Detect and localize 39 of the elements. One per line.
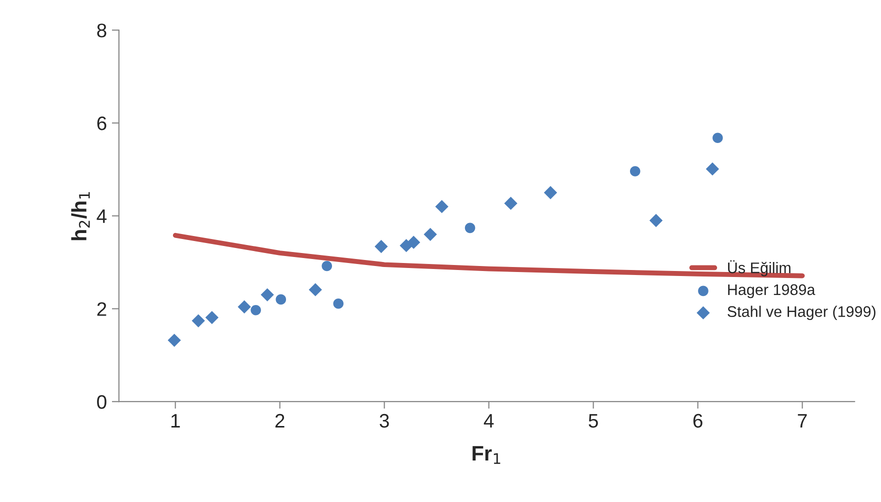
y-tick-label: 8 bbox=[97, 24, 106, 38]
point bbox=[407, 236, 420, 249]
point bbox=[308, 283, 322, 296]
point bbox=[706, 162, 720, 176]
point bbox=[424, 228, 437, 242]
y-axis-title: h$_{2}$/h$_{1}$ bbox=[71, 192, 90, 240]
point bbox=[649, 214, 663, 228]
y-tick-label: 4 bbox=[96, 210, 107, 223]
x-tick-label: 5 bbox=[588, 414, 598, 428]
point bbox=[168, 334, 181, 347]
x-tick-label: 2 bbox=[275, 414, 284, 428]
point bbox=[544, 186, 558, 200]
point bbox=[276, 294, 286, 305]
legend-label: Hager 1989a bbox=[728, 284, 816, 298]
y-tick-label: 6 bbox=[97, 116, 106, 130]
point bbox=[205, 310, 219, 324]
x-tick-label: 7 bbox=[798, 414, 807, 428]
point bbox=[374, 240, 388, 254]
x-tick-label: 4 bbox=[484, 414, 494, 428]
y-tick-label: 2 bbox=[97, 302, 106, 316]
point bbox=[435, 200, 448, 214]
point bbox=[333, 298, 344, 309]
point bbox=[238, 300, 251, 314]
y-tick-label: 0 bbox=[97, 395, 106, 409]
legend-label: Üs Eğilim bbox=[728, 260, 790, 276]
point bbox=[250, 304, 261, 316]
point bbox=[504, 196, 518, 210]
x-axis-title: Fr$_{1}$ bbox=[472, 446, 500, 464]
point bbox=[322, 260, 332, 272]
point bbox=[712, 132, 723, 143]
legend-label: Stahl ve Hager (1999) bbox=[728, 306, 876, 320]
line-series bbox=[172, 232, 805, 278]
point bbox=[260, 288, 274, 302]
x-tick-label: 3 bbox=[380, 414, 389, 428]
x-tick-label: 6 bbox=[693, 414, 702, 428]
point bbox=[464, 222, 476, 234]
x-tick-label: 1 bbox=[171, 414, 180, 428]
point bbox=[630, 166, 640, 176]
point bbox=[192, 314, 205, 328]
